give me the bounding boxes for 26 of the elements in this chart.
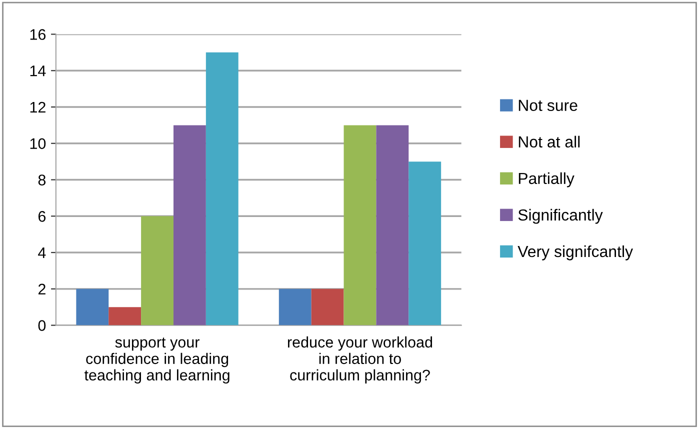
y-tick-label: 8: [38, 174, 46, 186]
legend-label: Very signifcantly: [518, 245, 633, 260]
bar: [376, 125, 409, 326]
legend-label: Partially: [518, 172, 574, 188]
legend-label: Significantly: [518, 208, 603, 224]
y-tick-label: 16: [30, 29, 46, 40]
bar: [173, 125, 206, 326]
bar: [408, 162, 442, 326]
legend-label: Not sure: [518, 100, 578, 112]
x-tick-label: support your confidence in leading teaching and learning: [84, 338, 230, 384]
bar: [141, 216, 174, 326]
y-tick-label: 2: [38, 284, 46, 294]
bar: [206, 52, 238, 326]
bar: [278, 288, 312, 326]
y-tick-label: 10: [30, 138, 46, 150]
bar: [311, 288, 344, 326]
y-tick-label: 4: [38, 248, 46, 258]
y-tick-label: 6: [38, 211, 46, 222]
y-tick-label: 12: [30, 102, 46, 113]
bar: [344, 125, 376, 326]
bar: [76, 288, 109, 326]
y-tick-label: 14: [30, 66, 46, 76]
y-tick-label: 0: [38, 320, 46, 331]
bar: [108, 307, 142, 326]
legend-label: Not at all: [518, 136, 580, 148]
x-tick-label: reduce your workload in relation to curriculum planning?: [288, 336, 432, 384]
